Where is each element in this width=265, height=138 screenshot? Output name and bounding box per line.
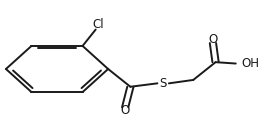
Text: Cl: Cl [92,18,104,31]
Text: O: O [208,33,218,46]
Text: S: S [160,77,167,90]
Text: OH: OH [242,57,260,70]
Text: O: O [121,104,130,117]
